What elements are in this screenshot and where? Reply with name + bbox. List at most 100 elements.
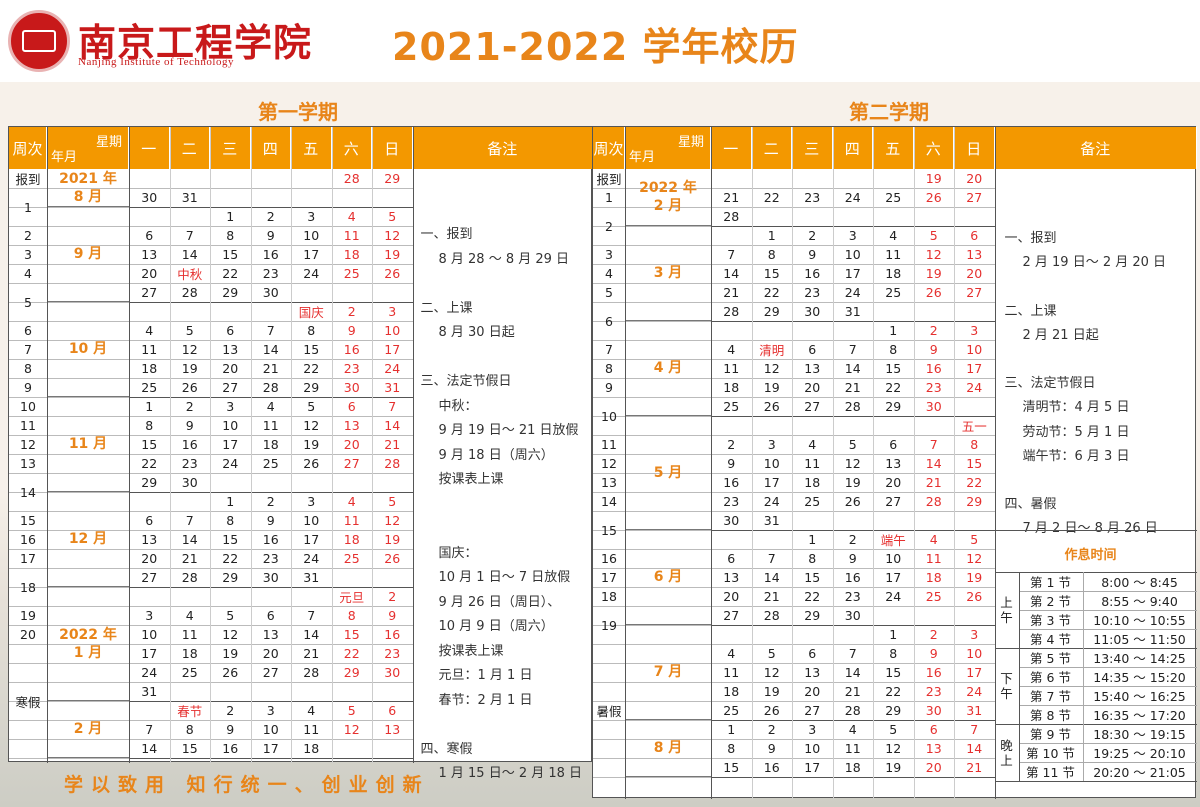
week-number: 寒假	[15, 694, 41, 710]
row-line	[593, 606, 995, 607]
day-cell: 25	[723, 399, 740, 414]
day-cell: 8	[767, 247, 776, 262]
day-cell: 7	[307, 608, 316, 623]
day-cell: 2	[808, 228, 817, 243]
day-cell: 5	[226, 608, 235, 623]
day-cell: 7	[970, 722, 979, 737]
day-cell: 6	[929, 722, 938, 737]
week-number: 6	[24, 323, 32, 338]
day-cell: 13	[222, 342, 239, 357]
day-cell: 16	[343, 342, 360, 357]
day-cell: 26	[181, 380, 198, 395]
day-cell: 11	[885, 247, 902, 262]
day-cell: 18	[844, 760, 861, 775]
day-cell: 4	[727, 646, 736, 661]
day-cell: 23	[262, 266, 279, 281]
day-cell: 8	[889, 342, 898, 357]
week-number: 12	[601, 456, 617, 471]
month-line	[129, 207, 413, 208]
rest-group-line	[994, 781, 1197, 782]
day-cell: 春节	[177, 704, 203, 719]
day-cell: 23	[384, 646, 401, 661]
header-day: 五	[873, 127, 914, 169]
day-cell: 7	[767, 551, 776, 566]
row-line	[593, 492, 995, 493]
header-weekday: 星期	[677, 135, 704, 150]
day-cell: 20	[966, 171, 983, 186]
row-line	[593, 245, 995, 246]
day-cell: 8	[145, 418, 154, 433]
day-cell: 27	[343, 456, 360, 471]
day-cell: 2	[929, 627, 938, 642]
day-cell: 17	[262, 741, 279, 756]
day-cell: 8	[808, 551, 817, 566]
day-cell: 16	[925, 665, 942, 680]
day-cell: 18	[262, 437, 279, 452]
row-line	[593, 663, 995, 664]
day-cell: 31	[844, 304, 861, 319]
header-day: 二	[169, 127, 210, 169]
day-cell: 7	[185, 228, 194, 243]
day-cell: 15	[222, 532, 239, 547]
day-cell: 19	[763, 684, 780, 699]
week-number: 2	[605, 218, 613, 234]
row-line	[593, 283, 995, 284]
day-cell: 30	[925, 703, 942, 718]
day-cell: 21	[844, 684, 861, 699]
month-label: 3 月	[625, 226, 711, 321]
day-cell: 30	[141, 190, 158, 205]
header-day: 五	[291, 127, 332, 169]
day-cell: 16	[723, 475, 740, 490]
day-cell: 18	[723, 684, 740, 699]
day-cell: 28	[262, 380, 279, 395]
note-line: 清明节：4 月 5 日	[1022, 400, 1130, 416]
day-cell: 24	[966, 380, 983, 395]
day-cell: 10	[141, 627, 158, 642]
day-cell: 10	[966, 342, 983, 357]
day-cell: 2	[388, 589, 397, 604]
month-line	[129, 758, 413, 759]
day-cell: 25	[885, 285, 902, 300]
rest-row-line	[1018, 629, 1197, 630]
header-day: 一	[711, 127, 752, 169]
day-cell: 17	[966, 361, 983, 376]
note-line: 2 月 21 日起	[1022, 327, 1099, 343]
day-cell: 21	[303, 646, 320, 661]
day-cell: 25	[925, 589, 942, 604]
lesson-time: 8:55 ～ 9:40	[1101, 594, 1178, 609]
day-cell: 10	[303, 228, 320, 243]
day-cell: 6	[808, 646, 817, 661]
day-cell: 17	[141, 646, 158, 661]
day-cell: 26	[844, 494, 861, 509]
note-line: 10 月 1 日～ 7 日放假	[438, 570, 571, 585]
day-cell: 7	[145, 722, 154, 737]
lesson-time: 20:20 ～ 21:05	[1093, 765, 1186, 780]
day-cell: 9	[767, 741, 776, 756]
day-cell: 13	[141, 532, 158, 547]
note-line: 一、报到	[1004, 231, 1057, 246]
page-title: 2021-2022 学年校历	[392, 25, 799, 69]
day-cell: 14	[966, 741, 983, 756]
day-cell: 7	[266, 323, 275, 338]
day-cell: 26	[303, 456, 320, 471]
day-cell: 13	[966, 247, 983, 262]
day-cell: 20	[885, 475, 902, 490]
day-cell: 21	[384, 437, 401, 452]
row-line	[593, 207, 995, 208]
day-cell: 23	[925, 380, 942, 395]
day-cell: 中秋	[177, 267, 203, 282]
day-cell: 13	[925, 741, 942, 756]
day-cell: 20	[222, 361, 239, 376]
day-cell: 27	[723, 608, 740, 623]
day-cell: 23	[262, 551, 279, 566]
day-cell: 25	[723, 703, 740, 718]
day-cell: 8	[970, 437, 979, 452]
day-cell: 7	[848, 646, 857, 661]
rest-period-label: 下午	[1000, 671, 1013, 701]
rest-row-line	[1018, 762, 1197, 763]
week-number: 5	[24, 294, 32, 310]
day-cell: 4	[347, 494, 356, 509]
day-cell: 24	[844, 285, 861, 300]
day-cell: 8	[226, 228, 235, 243]
day-cell: 2	[266, 494, 275, 509]
